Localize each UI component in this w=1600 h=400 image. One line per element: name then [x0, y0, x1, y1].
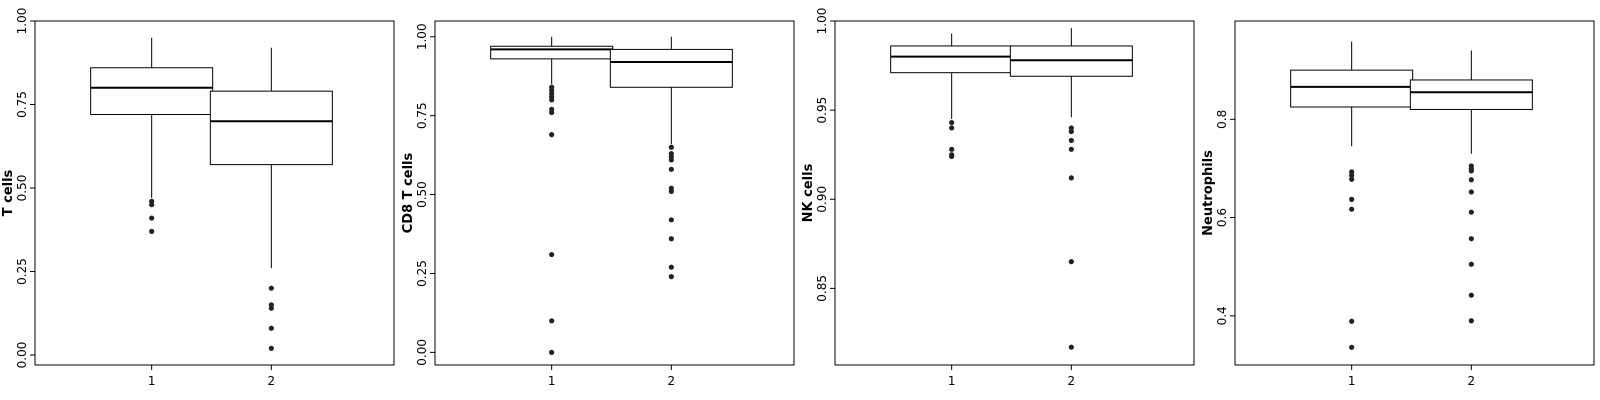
y-tick-label: 0.00	[15, 342, 29, 369]
outlier-point	[668, 144, 674, 150]
outlier-point	[268, 345, 274, 351]
outlier-point	[1468, 168, 1474, 174]
plot-frame	[1234, 20, 1595, 366]
outlier-point	[668, 236, 674, 242]
x-tick-label: 2	[268, 374, 276, 388]
outlier-point	[1468, 189, 1474, 195]
outlier-point	[268, 325, 274, 331]
outlier-point	[668, 264, 674, 270]
outlier-point	[1468, 209, 1474, 215]
box-group-1	[90, 37, 214, 235]
outlier-point	[149, 202, 155, 208]
outlier-point	[268, 305, 274, 311]
box-iqr	[1409, 79, 1533, 110]
outlier-point	[1068, 137, 1074, 144]
outlier-point	[1468, 318, 1474, 324]
outlier-point	[949, 119, 955, 126]
outlier-point	[549, 97, 555, 103]
box-group-2	[1009, 28, 1133, 350]
panel-3: 0.85 0.90 0.95 1.00 NK cells 1 2	[801, 8, 1195, 388]
x-tick-label: 2	[668, 374, 676, 388]
outlier-point	[549, 109, 555, 116]
outlier-point	[549, 132, 555, 138]
outlier-point	[1468, 292, 1474, 298]
x-tick-label: 1	[148, 374, 156, 388]
outlier-point	[949, 146, 955, 152]
outlier-point	[549, 349, 555, 355]
outlier-point	[668, 166, 674, 172]
outlier-point	[1068, 259, 1074, 265]
y-axis-title: CD8 T cells	[401, 153, 416, 234]
box-group-1	[890, 33, 1014, 160]
x-tick-label: 1	[948, 374, 956, 388]
y-tick-label: 1.00	[15, 8, 29, 35]
outlier-point	[1068, 344, 1074, 350]
x-tick-label: 2	[1468, 374, 1476, 388]
outlier-point	[668, 217, 674, 223]
y-tick-label: 1.00	[815, 8, 829, 35]
outlier-point	[1468, 261, 1474, 267]
y-axis-title: NK cells	[801, 163, 816, 222]
outlier-point	[268, 285, 274, 291]
outlier-point	[149, 228, 155, 235]
x-tick-label: 1	[548, 374, 556, 388]
panel-4: 0.4 0.6 0.8 Neutrophils 1 2	[1201, 20, 1595, 388]
outlier-point	[1349, 176, 1355, 182]
y-tick-label: 0.6	[1215, 208, 1229, 227]
outlier-point	[1349, 344, 1355, 350]
y-tick-label: 0.95	[815, 97, 829, 124]
box-iqr	[209, 90, 333, 166]
panel-2: 0.00 0.25 0.50 0.75 1.00 CD8 T cells 1 2	[401, 20, 795, 388]
outlier-point	[668, 274, 674, 280]
outlier-point	[668, 188, 674, 195]
box-group-2	[209, 47, 333, 351]
plot-frame	[34, 20, 395, 366]
outlier-point	[1068, 146, 1074, 152]
outlier-point	[949, 125, 955, 131]
y-tick-label: 0.50	[15, 175, 29, 202]
y-tick-label: 0.8	[1215, 110, 1229, 129]
box-iqr	[609, 48, 733, 88]
y-tick-label: 0.25	[15, 258, 29, 285]
x-tick-label: 1	[1348, 374, 1356, 388]
y-axis-title: Neutrophils	[1201, 150, 1216, 236]
panel-1: 0.00 0.25 0.50 0.75 1.00 T cells 1 2	[1, 8, 395, 388]
box-group-1	[1290, 41, 1414, 350]
y-tick-label: 0.85	[815, 275, 829, 302]
box-iqr	[490, 45, 614, 60]
box-iqr	[1290, 69, 1414, 108]
outlier-point	[1349, 172, 1355, 178]
outlier-point	[1468, 177, 1474, 183]
y-tick-label: 0.90	[815, 186, 829, 213]
y-tick-label: 0.50	[415, 181, 429, 208]
plot-frame	[834, 20, 1195, 366]
y-axis-title: T cells	[1, 169, 16, 216]
box-iqr	[890, 45, 1014, 74]
outlier-point	[1349, 206, 1355, 212]
outlier-point	[549, 251, 555, 258]
outlier-point	[149, 215, 155, 221]
outlier-point	[549, 318, 555, 324]
outlier-point	[1349, 318, 1355, 324]
outlier-point	[1068, 125, 1074, 131]
plot-frame	[434, 20, 795, 366]
y-tick-label: 0.25	[415, 260, 429, 287]
box-group-2	[1409, 50, 1533, 324]
outlier-point	[1068, 175, 1074, 181]
y-tick-label: 0.00	[415, 339, 429, 366]
y-tick-label: 0.75	[415, 102, 429, 129]
outlier-point	[1068, 128, 1074, 135]
box-iqr	[90, 67, 214, 116]
outlier-point	[949, 153, 955, 160]
y-tick-label: 1.00	[415, 23, 429, 50]
outlier-point	[1349, 196, 1355, 202]
y-tick-label: 0.4	[1215, 306, 1229, 325]
y-tick-label: 0.75	[15, 91, 29, 118]
outlier-point	[1468, 236, 1474, 242]
box-group-1	[490, 36, 614, 355]
box-group-2	[609, 36, 733, 280]
x-tick-label: 2	[1068, 374, 1076, 388]
outlier-point	[668, 157, 674, 163]
